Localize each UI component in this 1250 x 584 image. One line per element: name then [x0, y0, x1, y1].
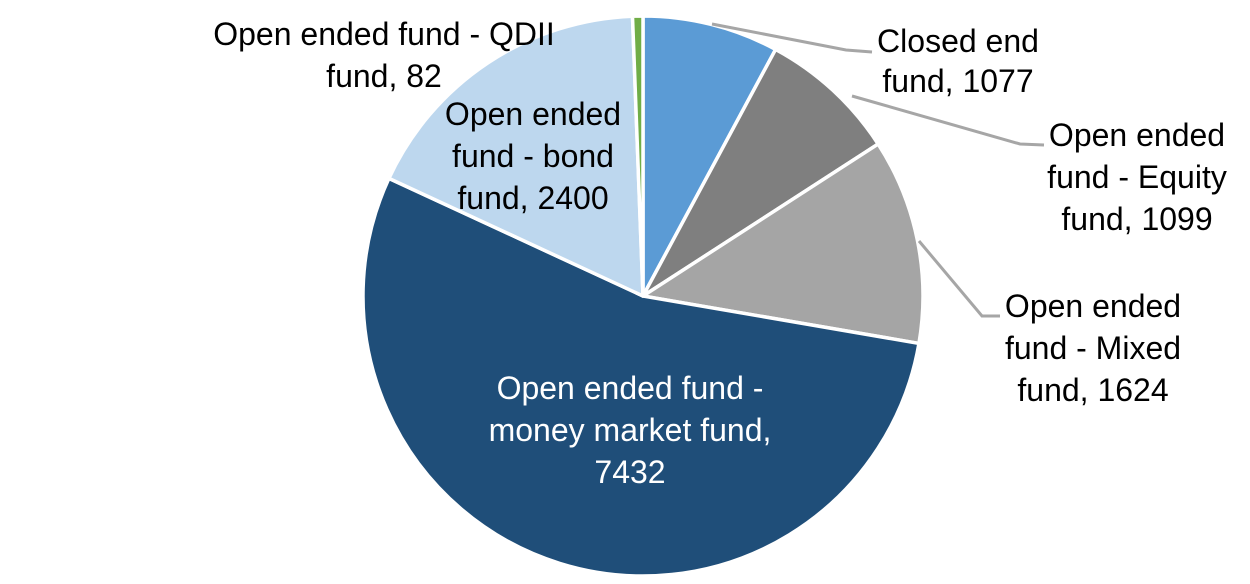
data-label-open-ended-fund-qdii-fund: Open ended fund - QDII fund, 82: [213, 16, 555, 94]
leader-line-open-ended-fund-mixed-fund: [917, 240, 1000, 318]
data-label-open-ended-fund-mixed-fund: Open ended fund - Mixed fund, 1624: [1005, 288, 1181, 408]
data-label-closed-end-fund: Closed end fund, 1077: [877, 23, 1039, 99]
leader-line-closed-end-fund: [711, 22, 873, 54]
leader-line-open-ended-fund-equity-fund: [851, 94, 1045, 147]
pie-slice-open-ended-fund-mixed-fund: [641, 142, 925, 346]
pie-slice-open-ended-fund-money-market-fund: [361, 176, 921, 578]
data-label-open-ended-fund-money-market-fund: Open ended fund -money market fund, 7432: [489, 370, 772, 490]
pie-slice-closed-end-fund: [641, 14, 778, 298]
pie-slice-open-ended-fund-qdii-fund: [630, 14, 645, 298]
pie-slice-open-ended-fund-bond-fund: [387, 14, 645, 298]
pie-slice-open-ended-fund-equity-fund: [641, 47, 880, 298]
data-label-open-ended-fund-bond-fund: Open ended fund - bond fund, 2400: [445, 96, 621, 216]
data-label-open-ended-fund-equity-fund: Open ended fund - Equity fund, 1099: [1047, 117, 1227, 237]
